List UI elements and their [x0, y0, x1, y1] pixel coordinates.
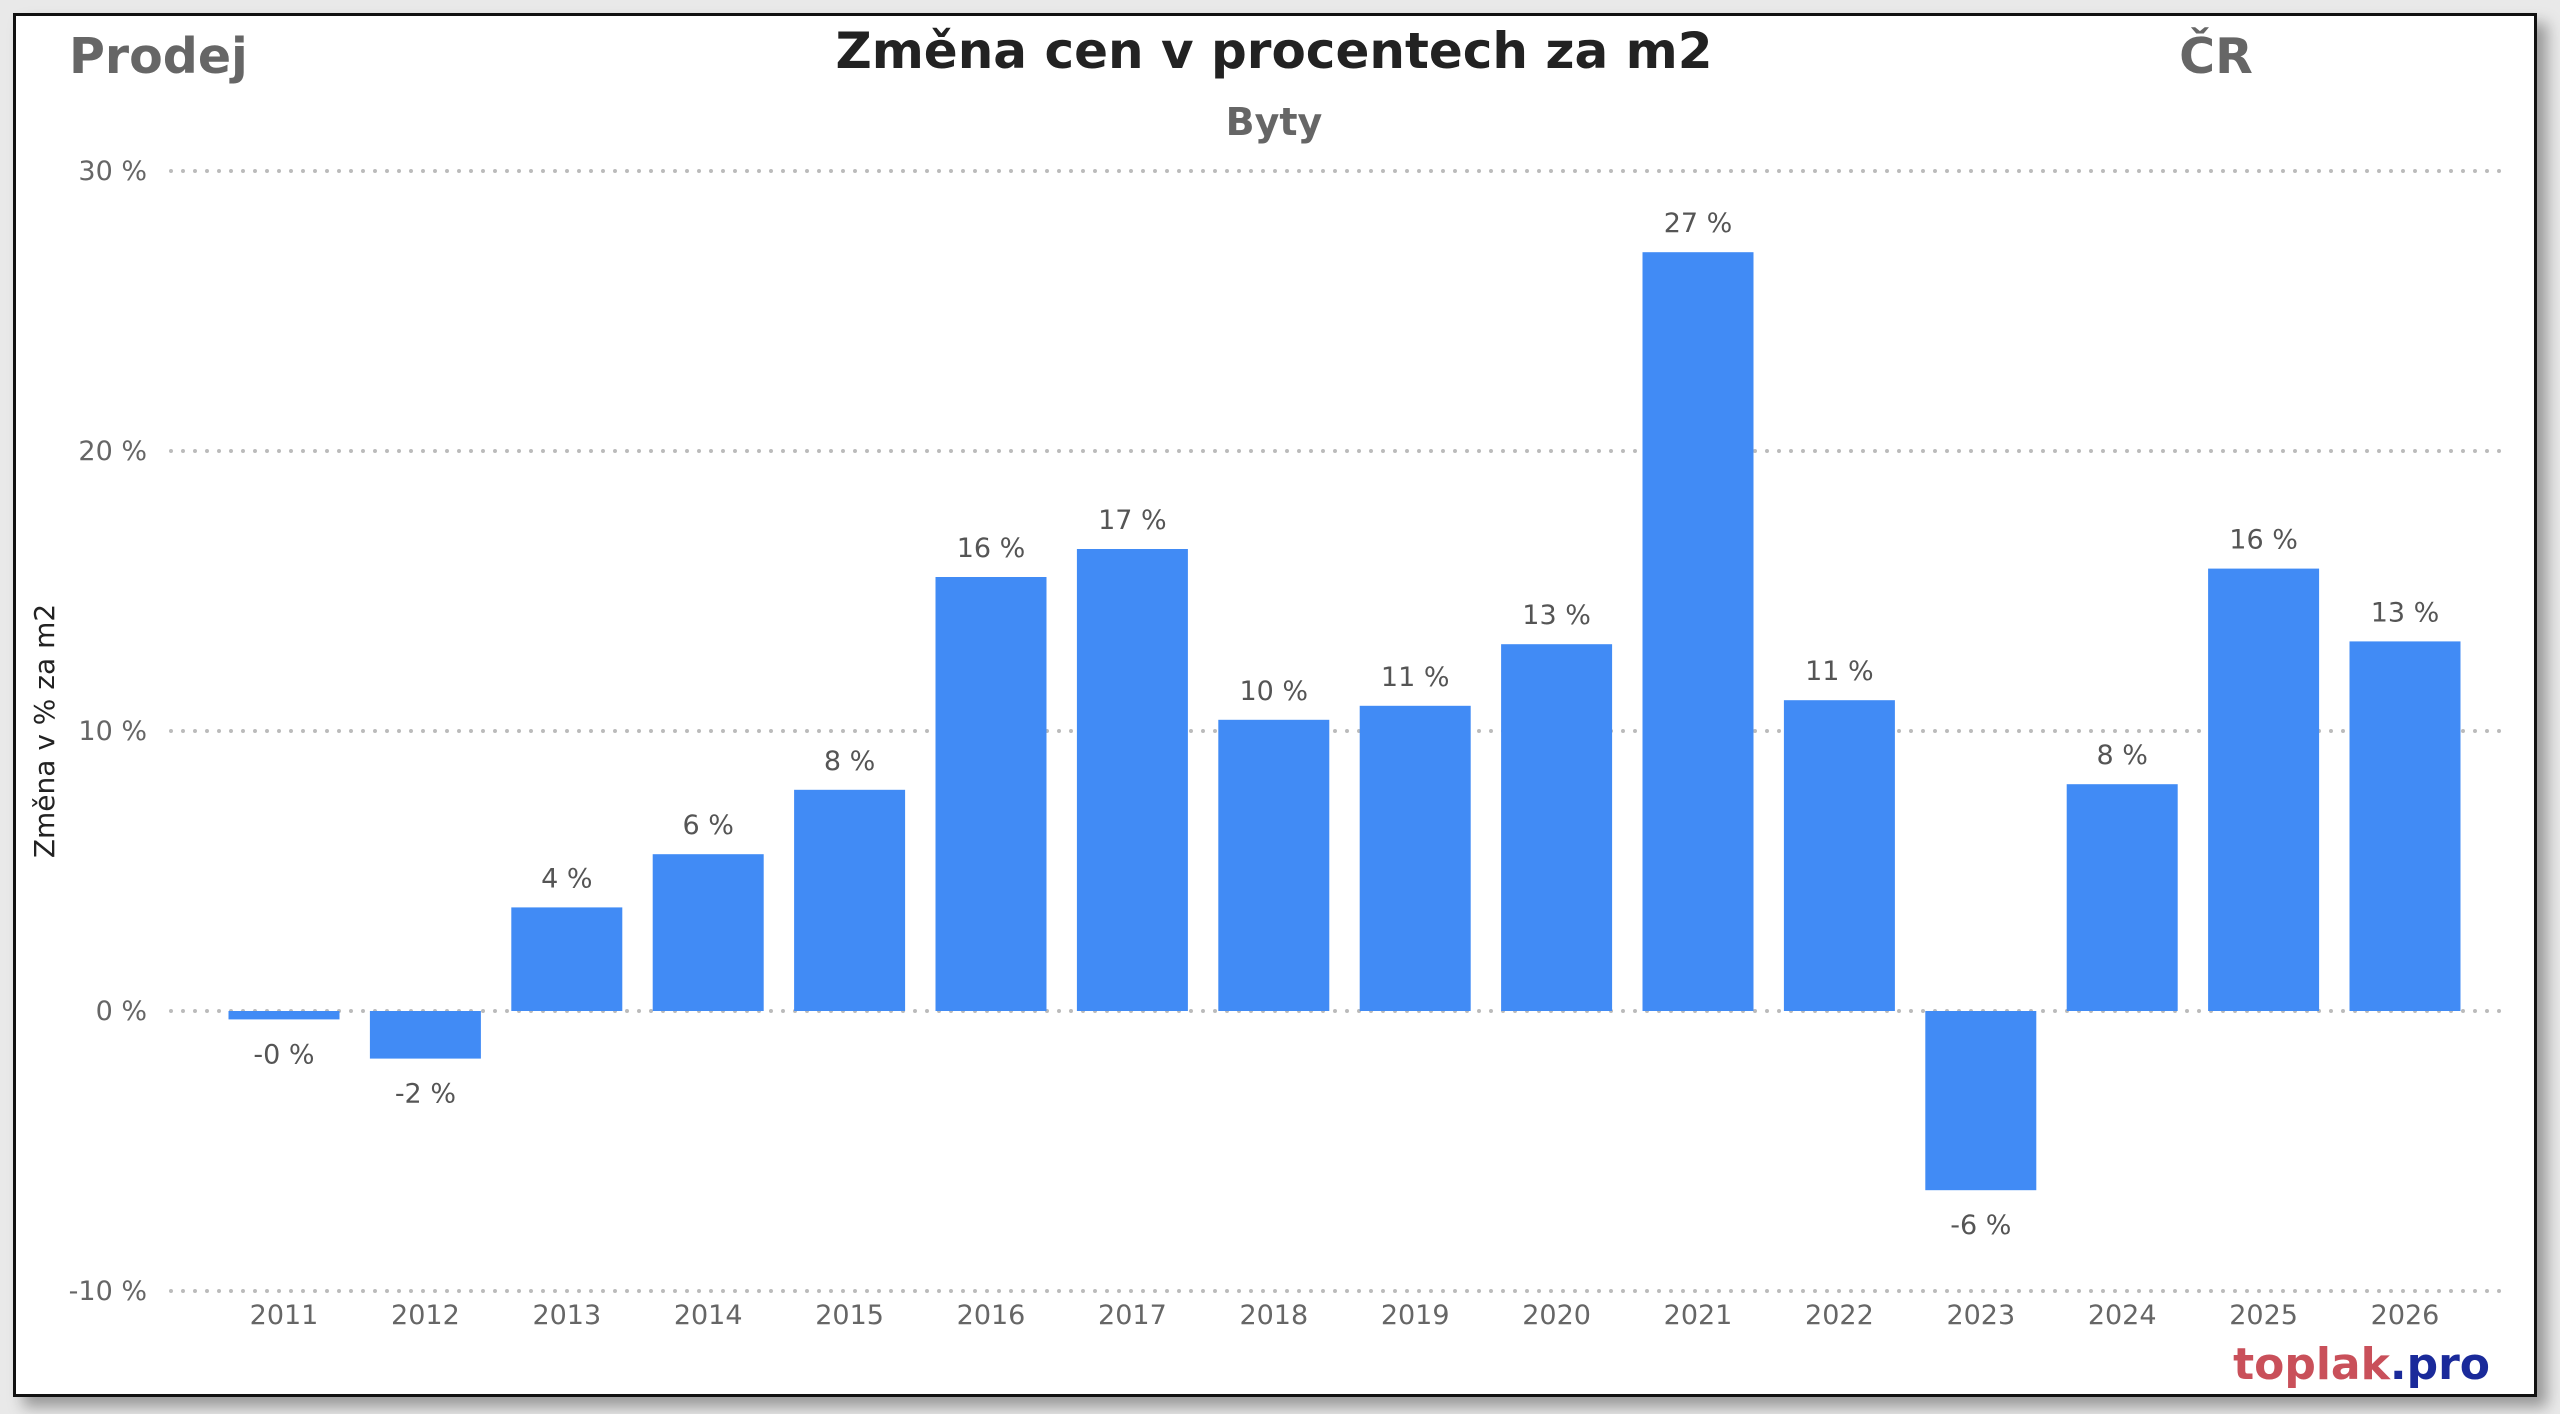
y-axis-label: Změna v % za m2: [28, 604, 61, 858]
data-label: 13 %: [1522, 600, 1591, 631]
x-tick-label: 2018: [1239, 1300, 1308, 1331]
x-tick-label: 2017: [1098, 1300, 1167, 1331]
x-tick-label: 2016: [957, 1300, 1026, 1331]
bar-2011[interactable]: [228, 1011, 340, 1020]
x-tick-label: 2014: [674, 1300, 743, 1331]
bar-2026[interactable]: [2349, 641, 2461, 1011]
x-tick-label: 2026: [2371, 1300, 2440, 1331]
x-tick-label: 2011: [250, 1300, 319, 1331]
data-label: -2 %: [395, 1079, 456, 1110]
header-left: Prodej: [69, 28, 248, 85]
data-label: 11 %: [1805, 656, 1874, 687]
x-tick-label: 2023: [1946, 1300, 2015, 1331]
x-tick-label: 2019: [1381, 1300, 1450, 1331]
watermark-logo: toplak.pro: [2233, 1339, 2490, 1390]
bar-2022[interactable]: [1783, 700, 1895, 1011]
data-label: 17 %: [1098, 505, 1167, 536]
x-tick-label: 2015: [815, 1300, 884, 1331]
y-tick-label: 10 %: [78, 716, 147, 747]
x-tick-label: 2024: [2088, 1300, 2157, 1331]
chart-title: Změna cen v procentech za m2: [835, 22, 1712, 80]
y-tick-label: 20 %: [78, 436, 147, 467]
data-label: 8 %: [2096, 740, 2147, 771]
data-label: 27 %: [1664, 208, 1733, 239]
x-tick-label: 2022: [1805, 1300, 1874, 1331]
data-label: 16 %: [957, 533, 1026, 564]
y-tick-label: 30 %: [78, 156, 147, 187]
watermark-part1: toplak: [2233, 1339, 2392, 1390]
x-tick-label: 2020: [1522, 1300, 1591, 1331]
data-label: 4 %: [541, 863, 592, 894]
data-label: 11 %: [1381, 662, 1450, 693]
data-label: 6 %: [682, 810, 733, 841]
data-label: 16 %: [2229, 525, 2298, 556]
chart-frame: [13, 13, 2537, 1397]
x-tick-label: 2013: [532, 1300, 601, 1331]
data-label: 13 %: [2371, 597, 2440, 628]
bar-2021[interactable]: [1642, 252, 1754, 1011]
x-tick-label: 2012: [391, 1300, 460, 1331]
bar-2014[interactable]: [652, 854, 764, 1011]
bar-2023[interactable]: [1925, 1011, 2037, 1191]
bar-2024[interactable]: [2066, 784, 2178, 1011]
watermark-part2: .pro: [2390, 1339, 2490, 1390]
x-tick-label: 2021: [1664, 1300, 1733, 1331]
data-label: -6 %: [1950, 1210, 2011, 1241]
bar-2012[interactable]: [369, 1011, 481, 1059]
bar-2020[interactable]: [1501, 644, 1613, 1011]
bar-2015[interactable]: [794, 789, 906, 1011]
data-label: 10 %: [1239, 676, 1308, 707]
bar-2025[interactable]: [2208, 568, 2320, 1011]
header-right: ČR: [2179, 26, 2253, 85]
y-tick-label: 0 %: [96, 996, 147, 1027]
bar-2013[interactable]: [511, 907, 623, 1011]
bar-2017[interactable]: [1076, 549, 1188, 1011]
chart-subtitle: Byty: [1226, 100, 1323, 144]
bar-2018[interactable]: [1218, 719, 1330, 1011]
y-tick-label: -10 %: [69, 1276, 147, 1307]
data-label: -0 %: [253, 1039, 314, 1070]
bar-2016[interactable]: [935, 577, 1047, 1011]
data-label: 8 %: [824, 746, 875, 777]
x-tick-label: 2025: [2229, 1300, 2298, 1331]
bar-2019[interactable]: [1359, 705, 1471, 1011]
